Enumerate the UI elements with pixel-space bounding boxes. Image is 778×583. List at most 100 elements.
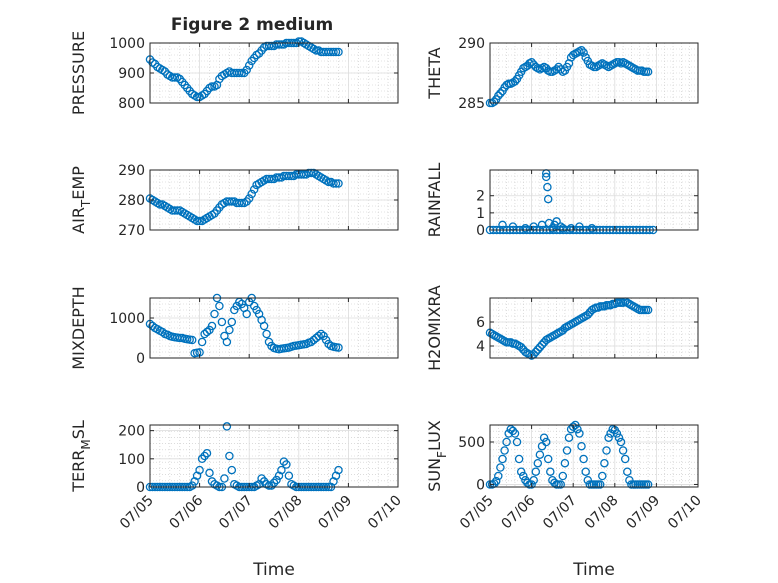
sun-flux-points [485,420,653,489]
air-temp-point [155,200,165,209]
mixdepth-point [207,321,217,331]
mixdepth-point [210,309,219,319]
pressure-point [207,82,217,91]
air-temp-ytick-label: 290 [118,163,145,179]
air-temp-point [247,189,256,199]
mixdepth-point [202,327,212,337]
sun-flux-point [575,429,584,438]
sun-flux-point [598,471,607,481]
pressure-point [170,73,180,82]
air-temp-point [237,198,247,208]
panel-theta: 285 290 THETA [425,36,699,112]
sun-flux-point [504,429,513,438]
air-temp-point [306,168,316,178]
panel-mixdepth: 0 1000 MIXDEPTH [69,286,399,370]
sun-flux-point [604,433,613,442]
pressure-ytick-label: 900 [118,66,145,82]
theta-point [527,57,536,67]
rainfall-ylabel: RAINFALL [425,163,444,238]
terr-msl-point [205,468,214,478]
sun-flux-point [531,467,541,476]
mixdepth-point [217,317,227,327]
mixdepth-point [262,329,271,339]
terr-msl-ylabel: TERRMSL [69,420,93,493]
terr-msl-point [227,465,237,475]
sun-flux-point [577,441,586,451]
sun-flux-xtick-label: 07/06 [499,492,539,532]
terr-msl-xtick-label: 07/05 [117,493,157,533]
sun-flux-point [548,475,557,485]
sun-flux-point [546,467,555,476]
sun-flux-axes-box [489,424,699,488]
mixdepth-point [197,337,207,347]
sun-flux-point [573,424,582,434]
pressure-ylabel: PRESSURE [69,31,88,115]
sun-flux-point [579,454,588,464]
terr-msl-point [269,478,279,488]
sun-flux-point [623,467,632,476]
sun-flux-point [618,446,628,455]
air-temp-ytick-label: 280 [118,193,145,209]
sun-flux-xtick-label: 07/07 [540,493,580,533]
terr-msl-point [202,448,212,458]
terr-msl-xtick-label: 07/10 [365,493,405,533]
sun-flux-point [558,471,568,481]
mixdepth-point [227,317,237,327]
sun-flux-xtick-label: 07/09 [623,493,663,533]
rainfall-point [587,224,597,233]
terr-msl-point [282,460,291,469]
sun-flux-point [595,480,605,489]
sun-flux-ytick-label: 500 [458,435,485,451]
mixdepth-ytick-label: 1000 [109,311,145,327]
air-temp-point [334,179,343,188]
pressure-point [244,61,254,70]
terr-msl-point [334,465,343,475]
sun-flux-point [539,433,549,442]
rainfall-point [521,224,530,233]
terr-msl-point [187,481,197,490]
air-temp-point [195,216,204,226]
mixdepth-point [242,309,251,319]
terr-msl-ytick-label: 200 [118,424,145,440]
pressure-point [331,47,341,57]
terr-msl-point [259,477,269,486]
sun-flux-point [602,446,611,455]
h2omixra-points [485,297,653,360]
panel-air-temp: 270 280 290 AIRTEMP [69,163,399,239]
terr-msl-point [277,465,286,475]
sun-flux-point [620,454,630,464]
terr-msl-point [222,422,232,431]
sun-flux-point [512,437,522,447]
sun-flux-point [581,467,590,476]
sun-flux-point [614,433,624,442]
sun-flux-point [498,454,507,464]
sun-flux-xtick-label: 07/08 [582,493,622,533]
theta-ylabel: THETA [425,47,444,99]
pressure-point [235,68,244,78]
terr-msl-ytick-label: 100 [118,452,145,468]
h2omixra-point [531,347,541,357]
sun-flux-point [516,467,526,476]
pressure-ytick-label: 800 [118,96,145,112]
pressure-point [242,65,251,75]
mixdepth-point [314,331,323,341]
sun-flux-point [514,454,524,464]
sun-flux-point [541,437,551,447]
sun-flux-ytick-label: 0 [476,477,485,493]
theta-point [510,77,520,86]
terr-msl-points [145,422,343,492]
figure-title: Figure 2 medium [171,15,333,35]
theta-point [554,62,563,72]
sun-flux-point [502,437,511,447]
h2omixra-ytick-label: 4 [476,339,485,355]
sun-flux-point [543,454,553,464]
sun-flux-point [562,446,572,455]
sun-flux-xtick-label: 07/10 [665,493,705,533]
air-temp-point [173,206,182,215]
sun-flux-point [519,471,528,481]
theta-point [489,97,499,107]
terr-msl-point [272,475,281,485]
theta-ytick-label: 285 [458,96,485,112]
air-temp-point [244,194,254,203]
rainfall-point [543,182,552,192]
